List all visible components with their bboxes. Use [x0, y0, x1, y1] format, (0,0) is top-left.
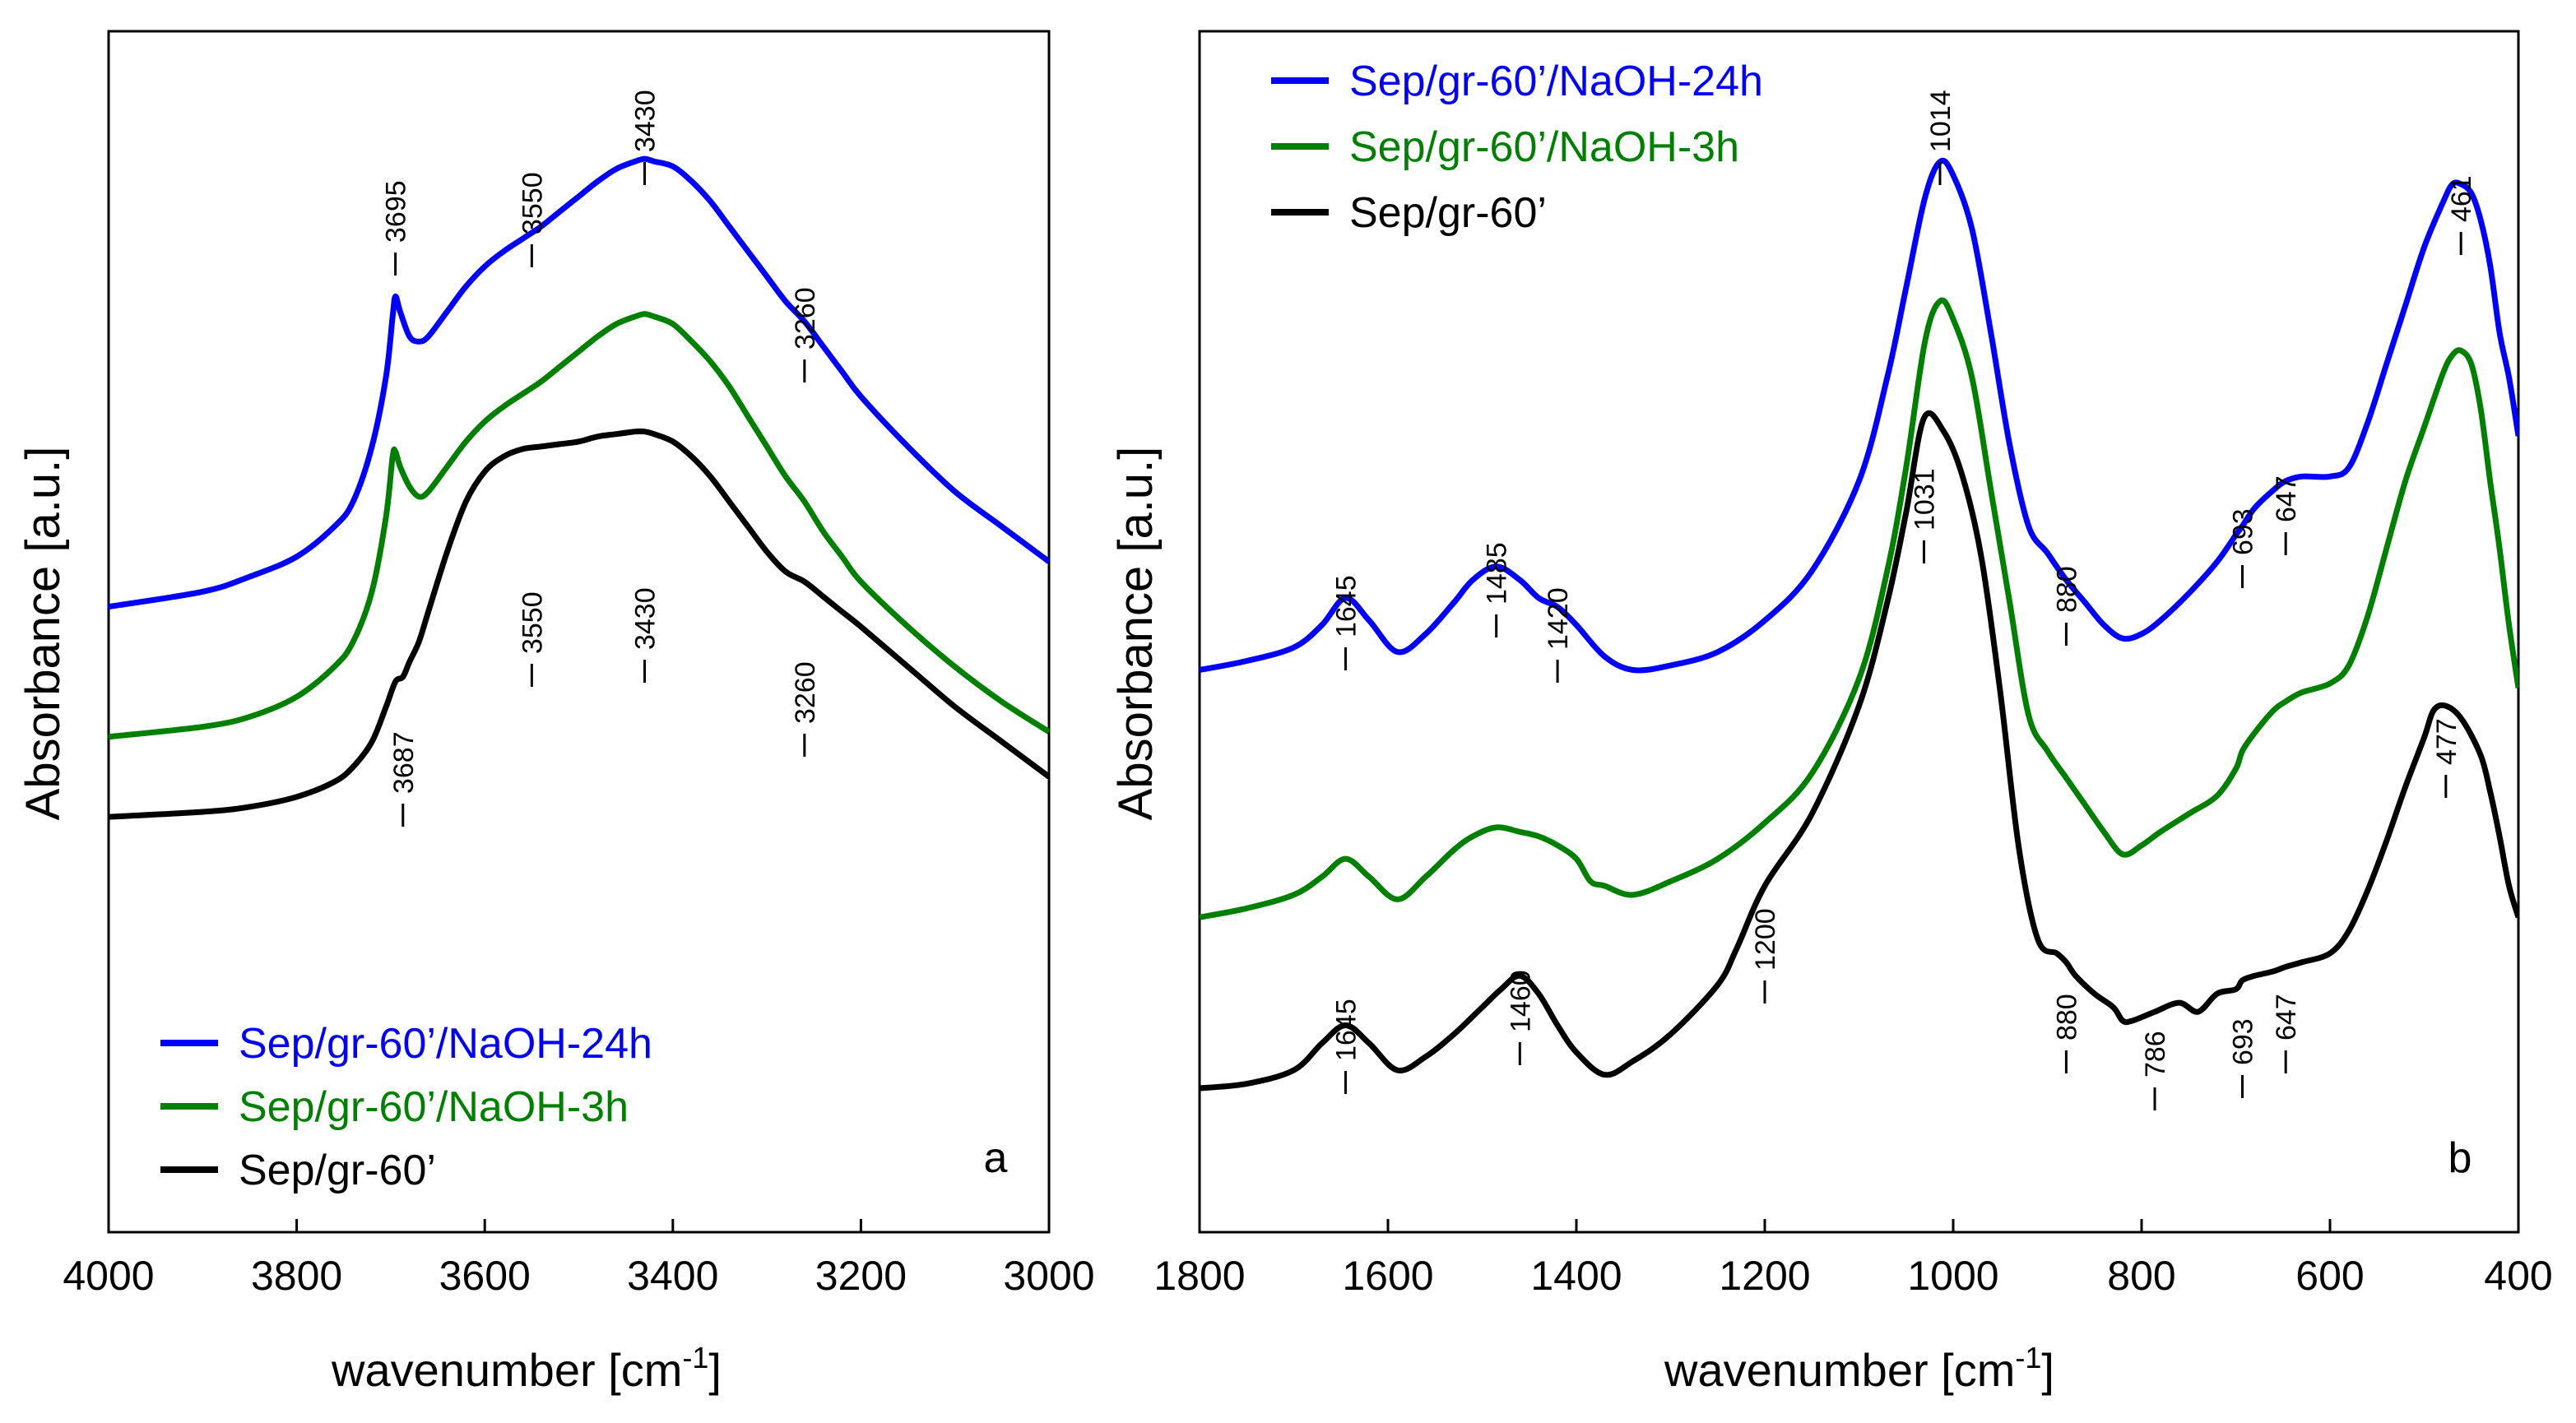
- plot-frame: [1198, 30, 2520, 1234]
- peak-label: 477: [2431, 718, 2462, 765]
- peak-label: 1645: [1330, 575, 1362, 637]
- peak-label: 647: [2271, 475, 2302, 522]
- legend-label: Sep/gr-60’/NaOH-3h: [1349, 123, 1739, 171]
- x-tick-label: 400: [2484, 1253, 2552, 1299]
- x-tick-label: 3800: [251, 1253, 342, 1299]
- x-tick-label: 1400: [1530, 1253, 1622, 1299]
- y-axis-label: Absorbance [a.u.]: [1109, 447, 1163, 821]
- peak-label: 3430: [630, 90, 661, 152]
- peak-label: 1014: [1925, 90, 1956, 152]
- panel-a: 4000 3800 3600 3400 3200 3000 wavenumber [cm-1…: [16, 30, 1095, 1396]
- peak-label: 461: [2446, 175, 2477, 222]
- peak-label: 1485: [1482, 542, 1513, 605]
- x-tick-label: 1800: [1153, 1253, 1245, 1299]
- peak-label: 1200: [1750, 908, 1781, 971]
- peak-label: 3260: [790, 287, 821, 350]
- x-axis-label: wavenumber [cm-1]: [331, 1341, 722, 1396]
- x-tick-label: 4000: [63, 1253, 154, 1299]
- peak-label: 647: [2271, 994, 2302, 1041]
- x-tick-label: 1000: [1907, 1253, 1998, 1299]
- panel-label: a: [984, 1134, 1008, 1182]
- peak-label: 1460: [1505, 970, 1536, 1032]
- peak-label: 880: [2051, 566, 2082, 613]
- peak-label: 1645: [1330, 999, 1362, 1061]
- plot-frame: [107, 30, 1051, 1234]
- series-line-3: [109, 428, 1049, 820]
- series-line-1: [109, 155, 1049, 610]
- peak-label: 3695: [381, 180, 412, 243]
- peak-label: 693: [2228, 508, 2259, 555]
- peak-label: 3550: [517, 172, 548, 234]
- x-tick-label: 1200: [1719, 1253, 1810, 1299]
- x-tick-label: 800: [2107, 1253, 2175, 1299]
- x-tick-label: 3200: [815, 1253, 907, 1299]
- y-axis-label: Absorbance [a.u.]: [16, 447, 70, 821]
- peak-label: 880: [2051, 994, 2082, 1041]
- peak-label: 3260: [790, 661, 821, 724]
- peak-label: 1420: [1543, 587, 1574, 650]
- panel-b: 1800 1600 1400 1200 1000 800 600 400 wavenumber …: [1109, 30, 2553, 1396]
- x-tick-label: 3600: [439, 1253, 531, 1299]
- legend-label: Sep/gr-60’/NaOH-3h: [239, 1083, 629, 1131]
- peak-label: 3687: [388, 731, 420, 794]
- series-line-1: [1200, 157, 2518, 674]
- series-line-2: [1200, 297, 2518, 920]
- legend-label: Sep/gr-60’/NaOH-24h: [1349, 58, 1763, 105]
- peak-label: 693: [2228, 1018, 2259, 1065]
- peak-label: 786: [2140, 1031, 2171, 1078]
- x-tick-label: 3400: [627, 1253, 718, 1299]
- series-line-2: [109, 311, 1049, 740]
- x-tick-label: 1600: [1342, 1253, 1433, 1299]
- legend-label: Sep/gr-60’: [1349, 189, 1547, 237]
- series-line-3: [1200, 410, 2518, 1092]
- peak-label: 1031: [1910, 468, 1941, 531]
- peak-label: 3550: [517, 591, 548, 654]
- x-tick-label: 600: [2295, 1253, 2364, 1299]
- panel-label: b: [2448, 1134, 2472, 1182]
- x-axis-label: wavenumber [cm-1]: [1664, 1341, 2054, 1396]
- peak-label: 3430: [630, 587, 661, 650]
- legend-label: Sep/gr-60’: [239, 1147, 436, 1194]
- x-tick-label: 3000: [1003, 1253, 1094, 1299]
- legend-label: Sep/gr-60’/NaOH-24h: [239, 1020, 652, 1068]
